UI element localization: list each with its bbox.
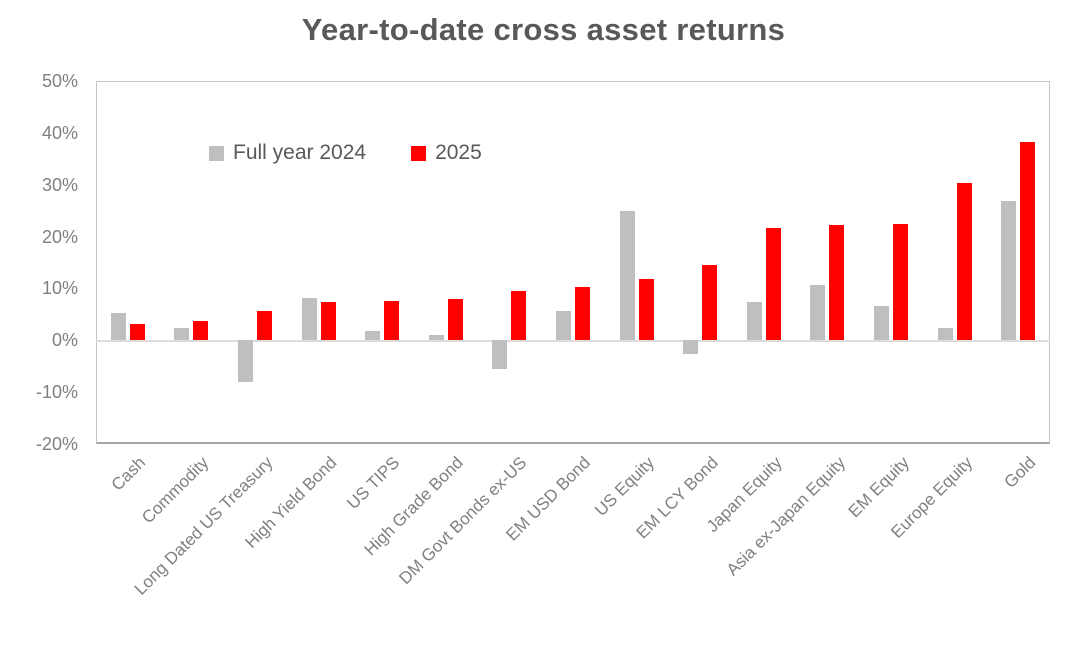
legend-label-2025: 2025 bbox=[435, 141, 482, 164]
bar-full-year-2024-cash bbox=[110, 312, 126, 341]
bar-full-year-2024-high-yield-bond bbox=[301, 298, 317, 341]
y-axis-label-10: 10% bbox=[41, 278, 78, 299]
bar-full-year-2024-long-dated-us-treasury bbox=[238, 340, 253, 382]
bar-2025-us-equity bbox=[638, 279, 654, 341]
bar-full-year-2024-dm-govt-bonds-ex-us bbox=[492, 340, 508, 369]
x-axis-label-us-tips: US TIPS bbox=[343, 453, 404, 513]
x-axis-label-asia-ex-japan-equity: Asia ex-Japan Equity bbox=[722, 453, 849, 580]
bar-full-year-2024-em-equity bbox=[874, 305, 889, 341]
bar-2025-commodity bbox=[193, 321, 209, 341]
y-axis-label-50: 50% bbox=[41, 71, 78, 91]
bar-2025-japan-equity bbox=[765, 227, 781, 341]
y-axis-label-0: 0% bbox=[51, 330, 78, 351]
bar-2025-us-tips bbox=[384, 301, 400, 341]
y-axis-label-30: 30% bbox=[41, 174, 78, 195]
bar-2025-em-usd-bond bbox=[575, 286, 590, 341]
y-axis-label-20: 20% bbox=[41, 226, 78, 247]
bar-full-year-2024-japan-equity bbox=[746, 302, 762, 341]
bar-2025-dm-govt-bonds-ex-us bbox=[511, 290, 527, 341]
bar-2025-em-lcy-bond bbox=[702, 265, 718, 341]
bar-2025-asia-ex-japan-equity bbox=[829, 225, 845, 341]
bar-2025-high-grade-bond bbox=[447, 299, 463, 341]
y-axis-label-20: -20% bbox=[35, 434, 78, 454]
bar-2025-high-yield-bond bbox=[320, 302, 336, 341]
bar-2025-em-equity bbox=[893, 223, 908, 341]
bar-full-year-2024-high-grade-bond bbox=[428, 335, 444, 341]
x-axis-label-us-equity: US Equity bbox=[591, 453, 659, 520]
bar-full-year-2024-em-lcy-bond bbox=[683, 340, 699, 355]
zero-gridline bbox=[96, 340, 1050, 342]
bar-full-year-2024-us-equity bbox=[619, 210, 635, 341]
legend-swatch-2025 bbox=[411, 145, 427, 161]
legend-swatch-full-year-2024 bbox=[209, 145, 224, 161]
legend: Full year 2024 2025 bbox=[209, 141, 482, 165]
bar-full-year-2024-commodity bbox=[174, 328, 190, 341]
y-axis-label-10: -10% bbox=[35, 382, 78, 403]
x-axis-label-cash: Cash bbox=[107, 453, 150, 495]
bar-full-year-2024-asia-ex-japan-equity bbox=[810, 285, 826, 341]
legend-label-full-year-2024: Full year 2024 bbox=[233, 141, 367, 164]
bar-full-year-2024-europe-equity bbox=[937, 328, 953, 341]
bar-2025-cash bbox=[129, 324, 145, 341]
bar-2025-europe-equity bbox=[956, 183, 972, 341]
bar-2025-long-dated-us-treasury bbox=[257, 311, 272, 341]
chart-title: Year-to-date cross asset returns bbox=[301, 12, 786, 47]
bar-full-year-2024-gold bbox=[1001, 201, 1017, 341]
plot-area-border bbox=[96, 81, 1050, 444]
x-axis-label-gold: Gold bbox=[1000, 453, 1040, 492]
bar-2025-gold bbox=[1020, 141, 1036, 341]
y-axis-label-40: 40% bbox=[41, 122, 78, 143]
bar-full-year-2024-us-tips bbox=[365, 330, 381, 341]
bar-full-year-2024-em-usd-bond bbox=[556, 311, 571, 341]
